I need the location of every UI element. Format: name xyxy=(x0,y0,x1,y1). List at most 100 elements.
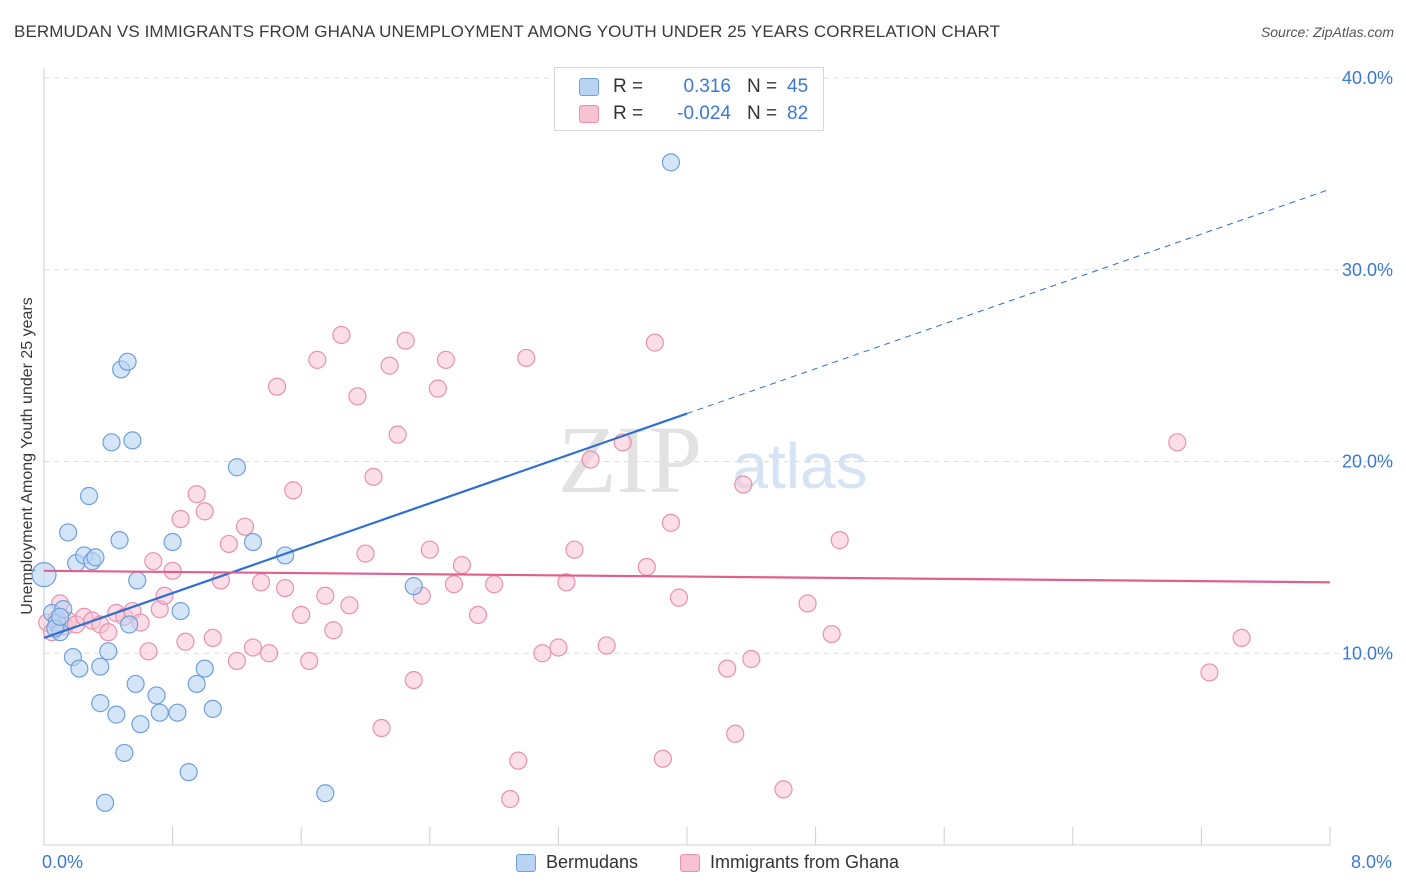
r-value: 0.316 xyxy=(683,76,731,97)
y-tick-label: 20.0% xyxy=(1342,452,1393,472)
watermark-atlas: atlas xyxy=(732,430,867,502)
ghana-point xyxy=(243,638,263,657)
bermudan-point xyxy=(126,674,145,694)
legend-row-ghana: R = -0.024 N = 82 xyxy=(579,101,808,127)
legend-item-ghana[interactable]: Immigrants from Ghana xyxy=(680,852,899,873)
bermudan-point xyxy=(150,703,169,722)
bermudan-point xyxy=(86,548,105,567)
bermudan-point xyxy=(227,458,246,477)
ghana-point xyxy=(501,789,520,809)
ghana-point xyxy=(227,651,246,671)
ghana-point xyxy=(396,331,415,350)
bermudan-point xyxy=(147,686,166,705)
bermudan-point xyxy=(50,607,70,626)
ghana-point xyxy=(637,557,656,577)
ghana-point xyxy=(452,555,472,575)
ghana-point xyxy=(292,605,311,625)
ghana-point xyxy=(468,605,488,625)
bermudan-point xyxy=(31,562,57,588)
r-label: R = xyxy=(613,76,644,97)
y-tick-label: 30.0% xyxy=(1342,260,1393,280)
ghana-point xyxy=(380,356,399,375)
ghana-point xyxy=(509,751,528,770)
ghana-point xyxy=(1200,663,1219,682)
bermudan-point xyxy=(316,784,335,803)
bermudans-trend-line xyxy=(43,412,688,639)
ghana-point xyxy=(428,379,447,398)
ghana-point xyxy=(1232,628,1251,648)
r-label: R = xyxy=(613,103,644,124)
ghana-point xyxy=(726,724,745,743)
ghana-point xyxy=(669,588,689,607)
bermudan-point xyxy=(171,601,190,621)
ghana-point xyxy=(340,596,359,615)
correlation-legend: R = 0.316 N = 45 R = -0.024 N = 82 xyxy=(554,67,824,131)
ghana-trend-line xyxy=(43,569,1331,584)
legend-item-bermudans[interactable]: Bermudans xyxy=(516,852,638,873)
r-value: -0.024 xyxy=(677,103,731,124)
watermark: ZIP atlas xyxy=(558,406,868,513)
ghana-point xyxy=(420,540,439,559)
ghana-point xyxy=(549,638,568,657)
ghana-point xyxy=(332,325,351,345)
ghana-point xyxy=(533,644,552,663)
bermudan-point xyxy=(102,433,121,452)
legend-row-bermudans: R = 0.316 N = 45 xyxy=(579,74,808,100)
ghana-point xyxy=(364,467,383,486)
bermudan-point xyxy=(661,153,681,172)
watermark-zip: ZIP xyxy=(558,406,702,513)
y-tick-labels: 10.0% 20.0% 30.0% 40.0% xyxy=(1342,68,1393,663)
bermudan-point xyxy=(131,715,150,734)
bermudan-point xyxy=(187,674,206,694)
bermudan-point xyxy=(95,793,115,812)
bermudan-point xyxy=(110,531,129,550)
ghana-point xyxy=(324,621,343,640)
y-tick-label: 10.0% xyxy=(1342,643,1393,663)
bermudan-point xyxy=(70,659,89,678)
legend-swatch-bermudans xyxy=(579,78,599,96)
source-label: Source: ZipAtlas.com xyxy=(1260,24,1394,40)
ghana-point xyxy=(404,670,423,690)
bermudan-point xyxy=(115,743,134,763)
ghana-point xyxy=(99,623,118,642)
ghana-point xyxy=(557,573,576,592)
ghana-point xyxy=(517,348,536,368)
bermudan-point xyxy=(107,705,126,724)
y-tick-label: 40.0% xyxy=(1342,68,1393,88)
legend-swatch-ghana xyxy=(680,853,700,872)
ghana-point xyxy=(388,425,407,444)
ghana-point xyxy=(565,540,584,559)
ghana-point xyxy=(139,642,158,661)
trend-lines xyxy=(43,188,1331,639)
ghana-point xyxy=(485,575,504,594)
n-value: 82 xyxy=(787,103,809,124)
ghana-point xyxy=(356,544,375,563)
ghana-point xyxy=(219,534,238,554)
bermudan-point xyxy=(128,571,147,590)
ghana-point xyxy=(144,552,163,571)
ghana-point xyxy=(235,517,255,536)
ghana-point xyxy=(267,377,287,396)
ghana-point xyxy=(316,586,335,605)
bermudan-point xyxy=(168,703,187,722)
ghana-point xyxy=(187,484,206,504)
ghana-point xyxy=(734,475,753,494)
bermudan-point xyxy=(118,352,137,371)
bermudan-point xyxy=(179,763,198,782)
ghana-point xyxy=(742,649,761,669)
bermudan-point xyxy=(99,642,118,661)
ghana-point xyxy=(203,628,222,648)
bermudan-point xyxy=(203,699,222,718)
bermudan-point xyxy=(123,431,142,450)
bermudan-point xyxy=(404,577,423,596)
ghana-point xyxy=(444,575,464,594)
bermudan-point xyxy=(59,523,78,542)
ghana-point xyxy=(276,578,295,598)
bermudan-point xyxy=(91,657,110,676)
axes xyxy=(43,68,1331,846)
ghana-point xyxy=(581,450,600,469)
ghana-point xyxy=(718,659,737,678)
bermudans-trend-extension xyxy=(686,188,1331,415)
legend-swatch-bermudans xyxy=(516,853,536,872)
